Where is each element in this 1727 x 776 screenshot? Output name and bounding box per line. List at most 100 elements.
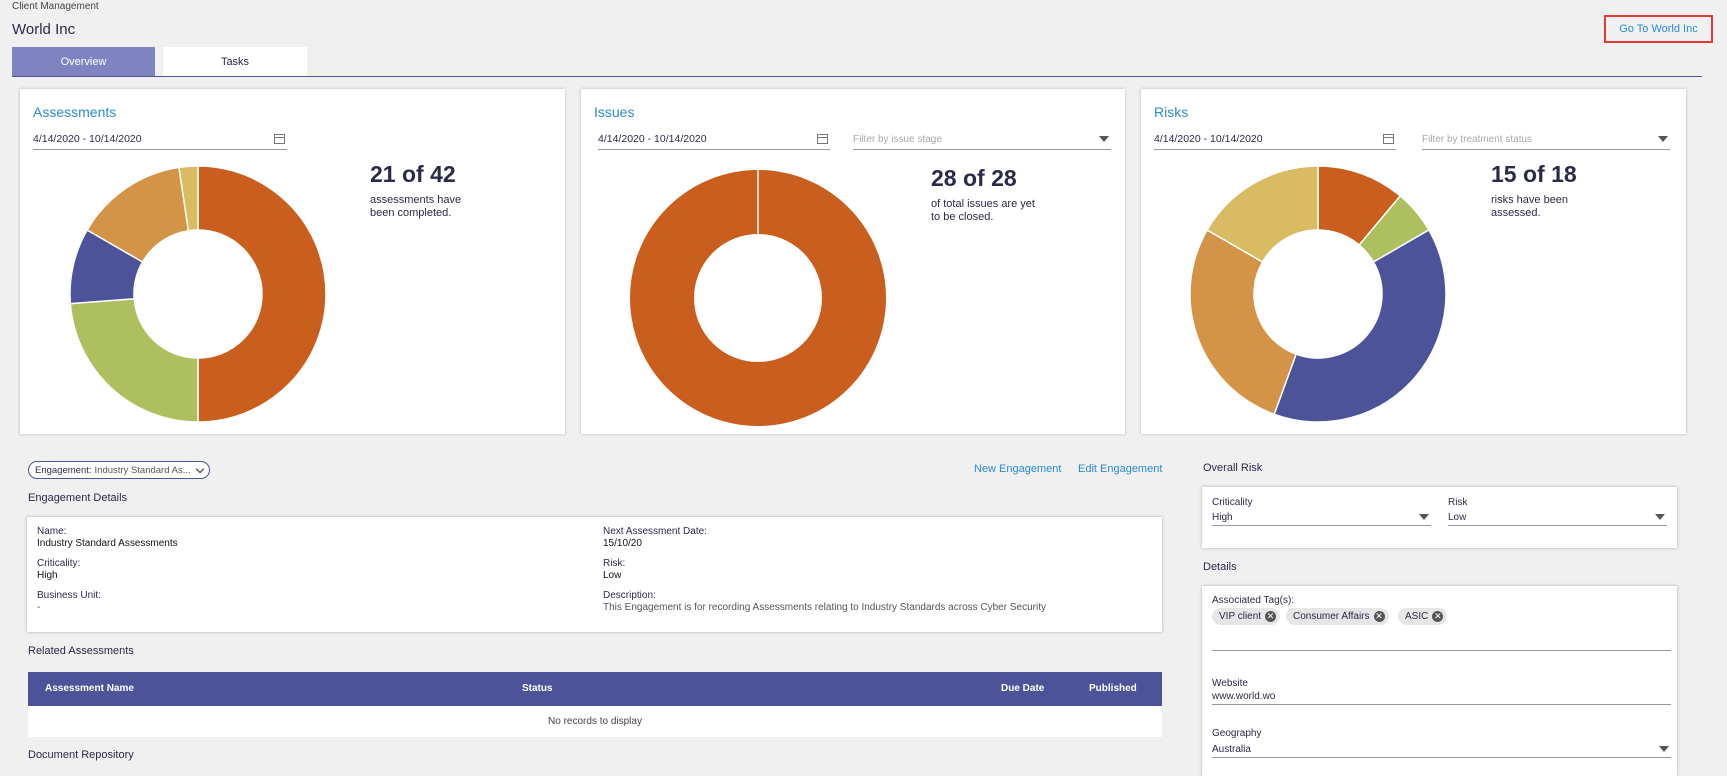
page-title: World Inc [12,21,76,38]
risks-stat-line2: assessed. [1491,207,1541,219]
overall-risk-panel: Criticality High Risk Low [1202,487,1677,548]
donut-slice-1 [197,165,327,423]
details-panel: Associated Tag(s): VIP client ✕ Consumer… [1202,586,1677,776]
close-icon[interactable]: ✕ [1373,611,1385,622]
chevron-down-icon [1099,136,1109,142]
calendar-icon[interactable] [817,134,828,144]
assessments-title: Assessments [33,104,117,120]
tab-divider [12,76,1702,77]
edit-engagement-link[interactable]: Edit Engagement [1078,463,1163,475]
assessments-stat-line1: assessments have [370,194,462,206]
issues-title: Issues [594,104,635,120]
tab-tasks[interactable]: Tasks [163,47,307,76]
col-published[interactable]: Published [1089,683,1137,694]
issues-stat: 28 of 28 [931,165,1017,191]
overall-criticality-label: Criticality [1212,497,1253,508]
document-repository-heading: Document Repository [28,749,134,761]
tag-chip[interactable]: ASIC ✕ [1398,608,1448,625]
treatment-status-filter-placeholder: Filter by treatment status [1422,133,1533,145]
col-due-date[interactable]: Due Date [1001,683,1045,694]
assessments-stat-text: assessments have been completed. [370,194,480,220]
engagement-selector[interactable]: Engagement: Industry Standard As... [28,461,210,479]
calendar-icon[interactable] [274,134,285,144]
risks-date-range[interactable]: 4/14/2020 - 10/14/2020 [1154,129,1396,150]
engagement-selector-value: Industry Standard As... [94,464,191,476]
donut-slice-3 [1273,228,1447,423]
business-unit-label: Business Unit: [37,590,101,601]
breadcrumb[interactable]: Client Management [12,1,99,12]
issues-stat-line1: of total issues are yet [931,198,1035,210]
name-label: Name: [37,526,67,537]
risks-stat-line1: risks have been [1491,194,1569,206]
tag-chip-label: Consumer Affairs [1293,611,1370,622]
geography-label: Geography [1212,728,1262,739]
geography-value: Australia [1212,743,1251,755]
engagement-details-panel: Name: Industry Standard Assessments Crit… [27,517,1162,632]
issue-stage-filter[interactable]: Filter by issue stage [853,129,1111,150]
name-value: Industry Standard Assessments [37,538,178,549]
description-label: Description: [603,590,656,601]
risks-card: Risks 4/14/2020 - 10/14/2020 Filter by t… [1141,89,1686,434]
tag-chip-label: ASIC [1405,611,1429,622]
tags-input-underline[interactable] [1212,650,1671,651]
details-heading: Details [1203,561,1237,573]
calendar-icon[interactable] [1383,134,1394,144]
next-assessment-label: Next Assessment Date: [603,526,707,537]
assessments-donut-chart [69,165,327,423]
col-status[interactable]: Status [522,683,553,694]
assessments-card: Assessments 4/14/2020 - 10/14/2020 21 of… [20,89,565,434]
assessments-stat: 21 of 42 [370,161,456,187]
treatment-status-filter[interactable]: Filter by treatment status [1422,129,1670,150]
overall-risk-select[interactable]: Low [1448,509,1667,526]
tab-overview[interactable]: Overview [12,47,155,76]
chevron-down-icon [1655,514,1665,520]
tag-chip[interactable]: VIP client ✕ [1212,608,1281,625]
issues-donut-chart [630,170,886,426]
risks-title: Risks [1154,104,1189,120]
donut-slice-5 [1206,165,1319,264]
donut-slice-2 [69,297,199,423]
close-icon[interactable]: ✕ [1432,611,1444,622]
go-to-client-button[interactable]: Go To World Inc [1604,15,1713,43]
risks-donut-chart [1189,165,1447,423]
related-assessments-table-header: Assessment Name Status Due Date Publishe… [28,672,1162,706]
criticality-label: Criticality: [37,558,81,569]
tag-chip-label: VIP client [1219,611,1262,622]
issues-card: Issues 4/14/2020 - 10/14/2020 Filter by … [581,89,1125,434]
engagement-selector-label: Engagement: [35,464,92,476]
criticality-value: High [37,570,58,581]
issue-stage-filter-placeholder: Filter by issue stage [853,133,942,145]
issues-date-value: 4/14/2020 - 10/14/2020 [598,133,707,145]
description-value: This Engagement is for recording Assessm… [603,602,1046,613]
tag-chip[interactable]: Consumer Affairs ✕ [1286,608,1389,625]
geography-select[interactable]: Australia [1212,741,1671,758]
new-engagement-link[interactable]: New Engagement [974,463,1062,475]
business-unit-value: - [37,602,41,613]
overall-risk-label: Risk [1448,497,1468,508]
issues-stat-text: of total issues are yet to be closed. [931,198,1041,224]
risks-date-value: 4/14/2020 - 10/14/2020 [1154,133,1263,145]
risks-stat-text: risks have been assessed. [1491,194,1601,220]
website-value: www.world.wo [1212,690,1276,702]
chevron-down-icon [1658,136,1668,142]
risk-value: Low [603,570,622,581]
col-assessment-name[interactable]: Assessment Name [45,683,134,694]
chevron-down-icon [1659,746,1669,752]
related-assessments-empty: No records to display [28,706,1162,737]
associated-tags-label: Associated Tag(s): [1212,595,1295,606]
assessments-date-range[interactable]: 4/14/2020 - 10/14/2020 [33,129,287,150]
website-field[interactable]: www.world.wo [1212,688,1671,705]
overall-risk-heading: Overall Risk [1203,462,1263,474]
overall-risk-value: Low [1448,511,1467,523]
issues-date-range[interactable]: 4/14/2020 - 10/14/2020 [598,129,830,150]
overall-criticality-select[interactable]: High [1212,509,1431,526]
assessments-stat-line2: been completed. [370,207,452,219]
chevron-down-icon [1419,514,1429,520]
risk-label: Risk: [603,558,626,569]
related-assessments-heading: Related Assessments [28,645,134,657]
close-icon[interactable]: ✕ [1265,611,1277,622]
overall-criticality-value: High [1212,511,1233,523]
donut-slice-5 [178,165,199,232]
next-assessment-value: 15/10/20 [603,538,642,549]
assessments-date-value: 4/14/2020 - 10/14/2020 [33,133,142,145]
